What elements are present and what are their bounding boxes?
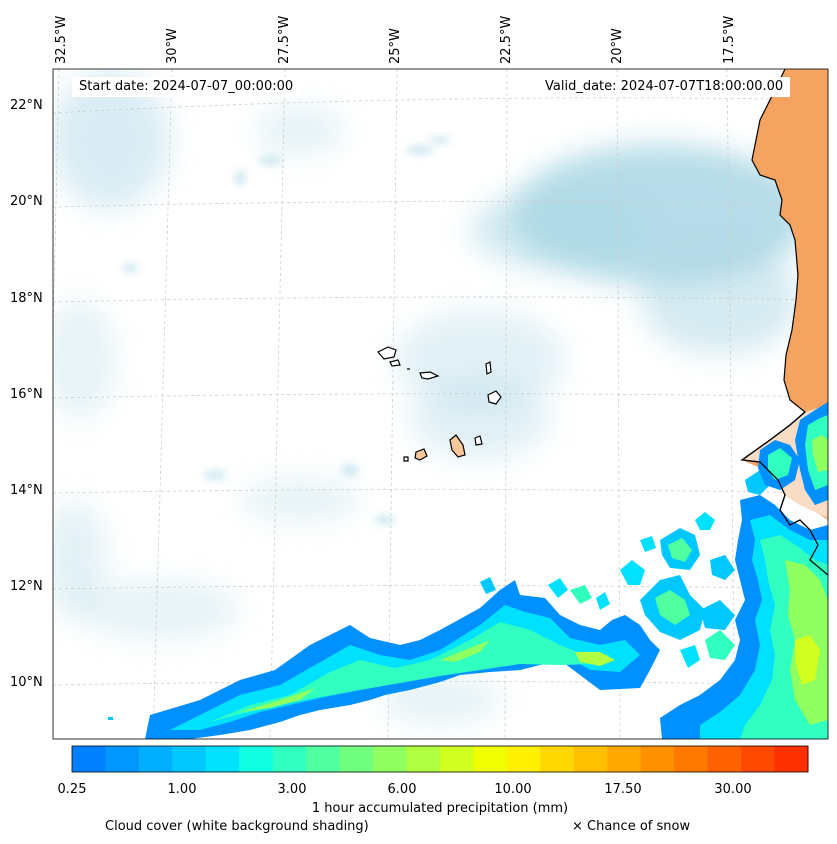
colorbar-swatch bbox=[72, 746, 106, 772]
colorbar-swatch bbox=[138, 746, 173, 772]
start-date-label: Start date: 2024-07-07_00:00:00 bbox=[72, 77, 301, 97]
colorbar bbox=[72, 746, 809, 772]
colorbar-swatch bbox=[272, 746, 307, 772]
lon-label-17-5w: 17.5°W bbox=[722, 15, 737, 64]
colorbar-label: 1 hour accumulated precipitation (mm) bbox=[311, 801, 569, 816]
colorbar-tick-3-00: 3.00 bbox=[277, 782, 307, 797]
africa-fill-west bbox=[752, 69, 828, 412]
colorbar-swatch bbox=[707, 746, 742, 772]
lat-label-16n: 16°N bbox=[10, 387, 43, 402]
colorbar-swatch bbox=[373, 746, 408, 772]
colorbar-tick-17-50: 17.50 bbox=[604, 782, 642, 797]
colorbar-swatch bbox=[339, 746, 374, 772]
colorbar-swatch bbox=[105, 746, 140, 772]
colorbar-tick-1-00: 1.00 bbox=[167, 782, 197, 797]
colorbar-tick-30-00: 30.00 bbox=[714, 782, 752, 797]
lon-label-32-5w: 32.5°W bbox=[54, 15, 69, 64]
lat-label-14n: 14°N bbox=[10, 483, 43, 498]
colorbar-swatch bbox=[306, 746, 341, 772]
colorbar-swatch bbox=[406, 746, 441, 772]
colorbar-swatch bbox=[205, 746, 240, 772]
lat-label-12n: 12°N bbox=[10, 579, 43, 594]
lon-label-30w: 30°W bbox=[165, 28, 180, 64]
lat-label-10n: 10°N bbox=[10, 675, 43, 690]
cloud-streaks bbox=[122, 136, 450, 525]
colorbar-tick-0-25: 0.25 bbox=[57, 782, 87, 797]
lon-label-27-5w: 27.5°W bbox=[277, 15, 292, 64]
cloud-cover-legend: Cloud cover (white background shading) bbox=[105, 819, 369, 834]
snow-legend: × Chance of snow bbox=[572, 819, 691, 834]
colorbar-swatch bbox=[741, 746, 776, 772]
colorbar-swatch bbox=[440, 746, 474, 772]
colorbar-swatch bbox=[640, 746, 675, 772]
map-frame bbox=[52, 68, 829, 740]
colorbar-swatch bbox=[674, 746, 709, 772]
lon-label-25w: 25°W bbox=[388, 28, 403, 64]
cape-verde-islands bbox=[377, 346, 502, 462]
colorbar-tick-6-00: 6.00 bbox=[387, 782, 417, 797]
colorbar-swatch bbox=[172, 746, 207, 772]
cloud-cover-layer bbox=[53, 70, 810, 725]
valid-date-label: Valid_date: 2024-07-07T18:00:00.00 bbox=[538, 77, 791, 97]
lon-label-20w: 20°W bbox=[610, 28, 625, 64]
colorbar-swatch bbox=[607, 746, 642, 772]
colorbar-swatch bbox=[573, 746, 608, 772]
colorbar-tick-10-00: 10.00 bbox=[494, 782, 532, 797]
lat-label-18n: 18°N bbox=[10, 291, 43, 306]
lon-label-22-5w: 22.5°W bbox=[499, 15, 514, 64]
precipitation-layer bbox=[108, 402, 828, 739]
colorbar-swatch bbox=[540, 746, 575, 772]
colorbar-swatch bbox=[774, 746, 809, 772]
lat-label-20n: 20°N bbox=[10, 194, 43, 209]
africa-coastline-top bbox=[740, 411, 828, 576]
colorbar-swatch bbox=[473, 746, 508, 772]
colorbar-swatch bbox=[239, 746, 274, 772]
colorbar-frame bbox=[71, 745, 809, 773]
colorbar-swatch bbox=[506, 746, 541, 772]
lat-label-22n: 22°N bbox=[10, 98, 43, 113]
